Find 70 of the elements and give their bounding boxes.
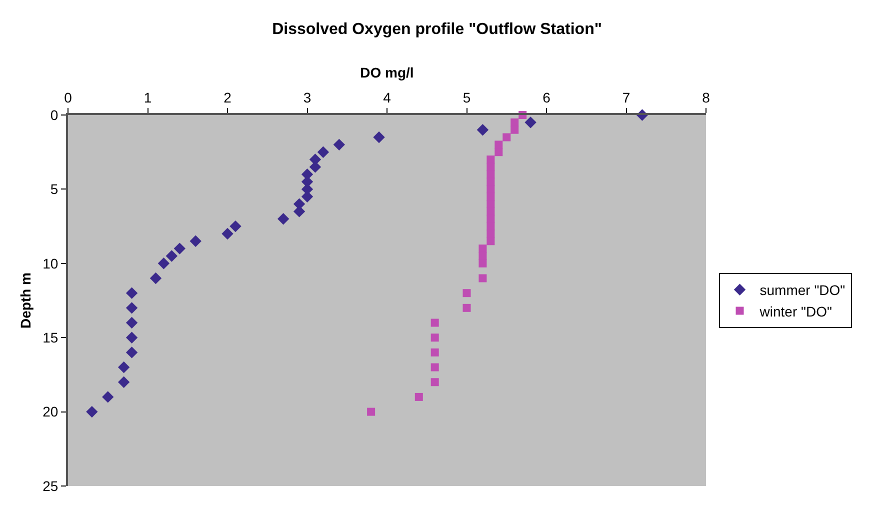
x-tick-label: 2 [224, 89, 232, 106]
point [277, 213, 290, 225]
x-tick-label: 4 [383, 89, 392, 106]
legend-label: summer "DO" [760, 282, 846, 298]
x-tick-label: 7 [622, 89, 630, 106]
chart-title: Dissolved Oxygen profile "Outflow Station" [272, 20, 602, 38]
point [476, 124, 489, 136]
point [478, 274, 487, 282]
point [86, 406, 98, 418]
point [478, 259, 487, 268]
point [510, 126, 519, 134]
y-tick-label: 5 [50, 181, 58, 198]
point [166, 250, 178, 262]
point [510, 118, 519, 126]
x-axis-title: DO mg/l [360, 64, 414, 80]
point [494, 140, 503, 149]
point [150, 272, 162, 284]
point [373, 131, 385, 144]
point [486, 192, 495, 201]
y-tick-label: 25 [42, 478, 58, 494]
y-tick-label: 0 [50, 106, 58, 123]
point [118, 361, 130, 374]
point [333, 138, 345, 151]
point [486, 156, 495, 164]
point [230, 220, 242, 232]
point [486, 214, 495, 223]
point [486, 237, 495, 246]
point [102, 391, 114, 403]
y-tick-label: 10 [42, 255, 58, 272]
y-tick-label: 20 [42, 404, 58, 420]
x-tick-label: 3 [303, 89, 312, 106]
point [478, 244, 487, 253]
point [190, 235, 202, 247]
x-tick-label: 1 [144, 89, 152, 106]
point [174, 242, 186, 254]
point [478, 252, 487, 260]
point [126, 316, 138, 329]
point [126, 302, 138, 314]
point [222, 228, 234, 240]
point [414, 392, 423, 401]
point [462, 304, 471, 312]
point [502, 133, 511, 142]
point [494, 148, 503, 156]
y-tick-label: 15 [42, 330, 58, 346]
point [126, 332, 138, 344]
point [486, 230, 495, 238]
point [126, 287, 138, 299]
point [430, 348, 439, 356]
point [126, 346, 138, 358]
point [486, 207, 495, 216]
point [430, 378, 439, 386]
x-tick-label: 0 [64, 89, 72, 106]
point [486, 162, 495, 171]
point [317, 146, 330, 158]
point [430, 318, 439, 327]
point [430, 363, 439, 372]
point [486, 170, 495, 178]
x-tick-label: 8 [702, 89, 710, 106]
point [367, 408, 376, 416]
x-tick-label: 5 [462, 89, 471, 106]
point [430, 334, 439, 342]
x-tick-label: 6 [542, 89, 551, 106]
point [486, 185, 495, 194]
point [118, 376, 130, 388]
y-axis-title: Depth m [18, 272, 34, 328]
point [486, 200, 495, 208]
legend-label: winter "DO" [758, 303, 832, 320]
point [158, 258, 170, 270]
point [524, 116, 536, 128]
point [462, 289, 471, 298]
